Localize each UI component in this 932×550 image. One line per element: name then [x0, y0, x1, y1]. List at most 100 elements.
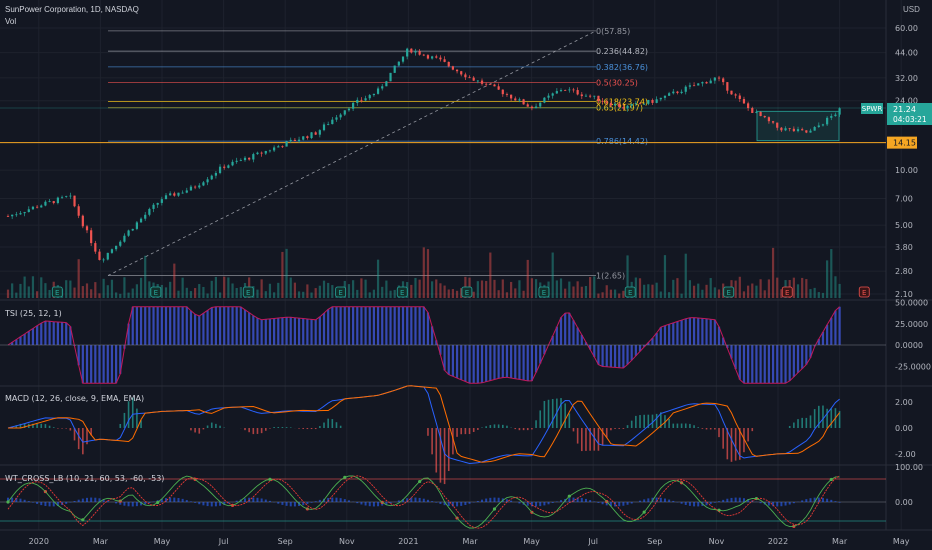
volume-bar [747, 285, 750, 298]
candle-body [460, 71, 463, 75]
volume-bar [439, 283, 442, 298]
volume-label[interactable]: Vol [5, 17, 17, 26]
earnings-marker-label: E [465, 289, 469, 297]
price-axis-tick: 10.00 [895, 166, 918, 175]
candle-body [518, 99, 521, 101]
volume-bar [738, 276, 741, 298]
candle-body [747, 103, 750, 109]
volume-bar [206, 293, 209, 298]
candle-body [177, 192, 180, 196]
volume-bar [131, 288, 134, 298]
volume-bar [676, 278, 679, 298]
volume-bar [127, 292, 130, 298]
candle-body [173, 193, 176, 196]
candle-body [273, 147, 276, 151]
volume-bar [36, 291, 39, 298]
candle-body [534, 106, 538, 109]
volume-bar [273, 292, 276, 298]
fib-level-label: 0.236(44.82) [596, 47, 648, 56]
candle-body [306, 136, 309, 138]
volume-bar [23, 276, 26, 298]
candle-body [510, 94, 513, 99]
volume-bar [431, 281, 434, 298]
tsi-title[interactable]: TSI (25, 12, 1) [4, 309, 62, 318]
candle-body [830, 116, 833, 118]
volume-bar [115, 292, 118, 298]
tsi-pane[interactable] [0, 306, 886, 384]
candle-body [372, 93, 376, 96]
volume-bar [605, 285, 608, 298]
volume-bar [697, 283, 700, 298]
volume-bar [817, 292, 820, 298]
candle-body [514, 98, 517, 101]
volume-bar [751, 283, 754, 298]
hline-price-text: 14.15 [893, 139, 916, 148]
candle-body [414, 51, 417, 53]
volume-bar [597, 293, 600, 298]
candle-body [302, 136, 305, 140]
volume-bar [451, 289, 455, 298]
macd-signal-line [8, 385, 840, 463]
price-axis[interactable]: 60.00 44.00 32.00 24.00 10.00 7.00 5.00 3.80 2.8… [895, 24, 931, 507]
volume-bar [688, 280, 692, 298]
volume-bar [663, 255, 667, 298]
volume-bar [460, 288, 463, 298]
candle-body [194, 186, 197, 188]
candle-body [56, 197, 59, 204]
candle-body [322, 124, 326, 131]
candle-body [410, 48, 413, 53]
fib-level-label: 1(2.65) [596, 272, 625, 281]
candle-body [110, 249, 114, 253]
candle-body [27, 209, 30, 213]
candle-body [169, 193, 172, 196]
volume-bar [672, 279, 675, 298]
wt1-line [7, 475, 840, 529]
volume-bar [85, 283, 89, 298]
macd-pane[interactable] [7, 385, 841, 485]
volume-bar [260, 279, 263, 298]
symbol-title[interactable]: SunPower Corporation, 1D, NASDAQ [5, 5, 139, 14]
wt-title[interactable]: WT_CROSS_LB (10, 21, 60, 53, -60, -53) [5, 474, 164, 483]
volume-bar [705, 284, 708, 298]
candle-body [788, 128, 791, 130]
time-axis[interactable]: 2020 Mar May Jul Sep Nov 2021 Mar May Jul Sep Nov 20… [29, 537, 910, 546]
volume-bar [106, 285, 109, 298]
candle-body [742, 99, 746, 104]
candle-body [655, 99, 658, 103]
volume-bar [314, 288, 317, 298]
candle-body [813, 126, 816, 131]
volume-bar [352, 280, 355, 298]
volume-bar [239, 286, 242, 298]
macd-title[interactable]: MACD (12, 26, close, 9, EMA, EMA) [5, 394, 144, 403]
time-axis-tick: Jul [587, 537, 598, 546]
volume-bar [576, 281, 579, 298]
candle-body [281, 146, 284, 148]
time-axis-tick: May [154, 537, 171, 546]
candle-body [551, 93, 554, 96]
candle-body [634, 103, 637, 104]
candle-body [601, 100, 604, 102]
candle-body [713, 77, 716, 81]
volume-bar [472, 291, 475, 298]
candle-body [335, 117, 338, 120]
volume-bar [713, 287, 716, 298]
volume-bar [289, 277, 292, 298]
volume-bar [15, 292, 18, 298]
candle-body [231, 161, 234, 166]
fib-retracement[interactable]: 0(57.85) 0.236(44.82) 0.382(36.76) 0.5(30.2… [0, 27, 886, 281]
wt-cross-pane[interactable] [0, 475, 886, 529]
volume-bar [293, 282, 297, 298]
grid [0, 0, 932, 531]
volume-bar [356, 289, 359, 298]
earnings-marker [51, 286, 63, 298]
time-axis-tick: May [893, 537, 910, 546]
candle-body [555, 91, 558, 94]
volume-bar [834, 276, 837, 298]
candle-body [69, 195, 72, 197]
volume-bar [81, 286, 84, 298]
countdown-text: 04:03:21 [893, 115, 927, 124]
volume-bar [593, 276, 596, 298]
price-axis-tick: 2.10 [895, 290, 913, 299]
